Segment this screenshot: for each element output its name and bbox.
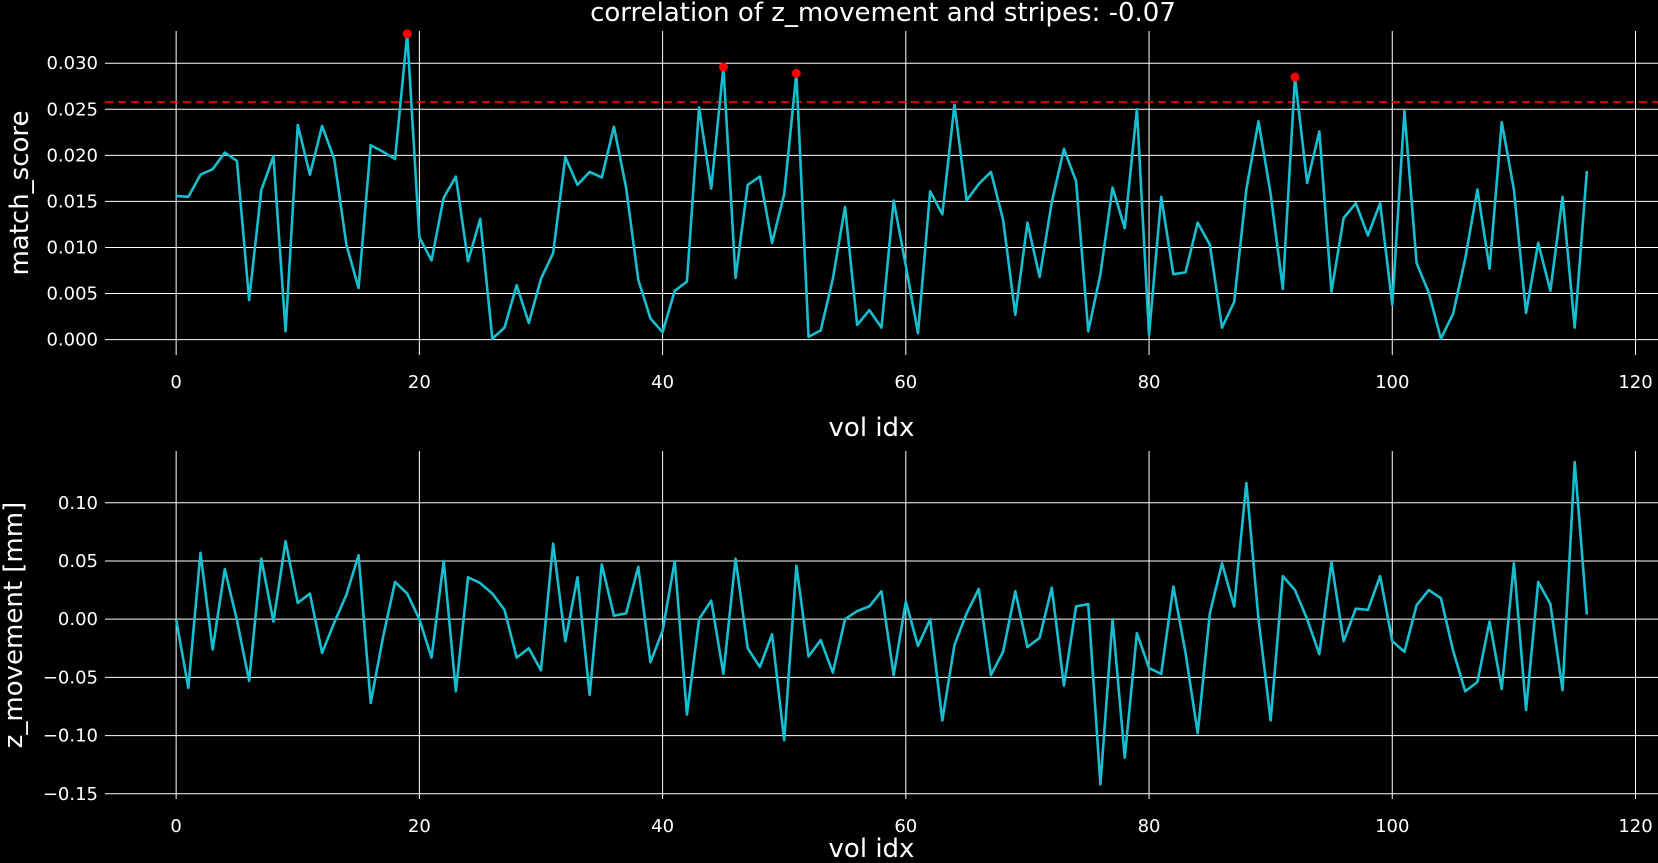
z-movement-x-tick-label: 100 [1375,816,1409,837]
z-movement-x-ticks: 0 20 40 60 80 100 120 [170,816,1652,837]
match-score-y-tick-label: 0.025 [46,99,98,120]
match-score-marks [105,29,1658,340]
match-score-y-tick-label: 0.010 [46,237,98,258]
z-movement-x-tick-label: 80 [1138,816,1161,837]
z-movement-y-tick-label: −0.15 [43,784,98,805]
z-movement-y-tick-label: 0.10 [58,493,98,514]
z-movement-marks [174,460,1589,786]
z-movement-x-tick-label: 0 [170,816,181,837]
match-score-x-tick-label: 0 [170,372,181,393]
z-movement-x-axis-label: vol idx [829,834,915,863]
z-movement-y-tick-label: −0.10 [43,726,98,747]
match-score-y-axis-label: match_score [5,110,35,275]
match-score-x-tick-label: 60 [894,372,917,393]
match-score-panel: 0 20 40 60 80 100 120 0.000 0.005 0.010 0.015 0.02… [5,29,1658,443]
match-score-y-tick-label: 0.020 [46,145,98,166]
match-score-y-tick-label: 0.030 [46,53,98,74]
match-score-peak-marker [791,68,801,78]
match-score-x-axis-label: vol idx [829,413,915,443]
match-score-x-tick-label: 40 [651,372,674,393]
z-movement-x-tick-label: 40 [651,816,674,837]
z-movement-x-tick-label: 20 [408,816,431,837]
z-movement-y-tick-label: −0.05 [43,667,98,688]
match-score-peak-marker [1290,72,1300,82]
z-movement-y-tick-label: 0.00 [58,609,98,630]
match-score-y-tick-label: 0.005 [46,284,98,305]
z-movement-y-tick-label: 0.05 [58,551,98,572]
match-score-y-tick-label: 0.000 [46,330,98,351]
z-movement-x-tick-label: 120 [1618,816,1652,837]
match-score-y-tick-label: 0.015 [46,191,98,212]
z-movement-series-line [174,460,1589,786]
match-score-peak-marker [718,62,728,72]
match-score-peak-marker [402,29,412,39]
match-score-x-tick-label: 80 [1138,372,1161,393]
chart-title: correlation of z_movement and stripes: -… [590,0,1176,28]
z-movement-y-ticks: −0.15 −0.10 −0.05 0.00 0.05 0.10 [43,493,98,805]
match-score-x-tick-label: 120 [1618,372,1652,393]
match-score-y-ticks: 0.000 0.005 0.010 0.015 0.020 0.025 0.030 [46,53,98,350]
match-score-x-tick-label: 20 [408,372,431,393]
z-movement-y-axis-label: z_movement [mm] [0,502,29,748]
z-movement-panel: 0 20 40 60 80 100 120 −0.15 −0.10 −0.05 0.00 0.05 0… [0,451,1658,863]
match-score-series-line [176,32,1589,340]
match-score-x-tick-label: 100 [1375,372,1409,393]
z-movement-x-tick-label: 60 [894,816,917,837]
match-score-x-ticks: 0 20 40 60 80 100 120 [170,372,1652,393]
